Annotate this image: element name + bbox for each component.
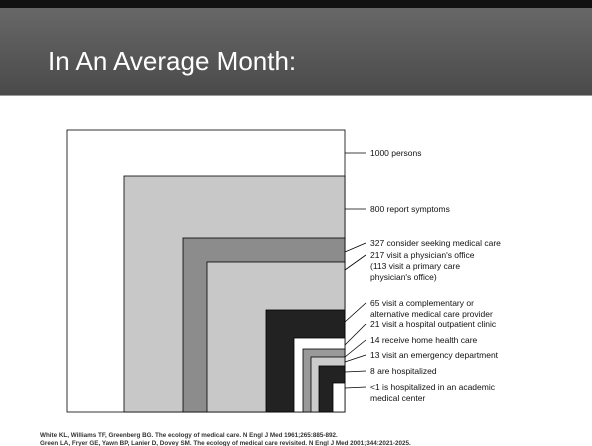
- leader-line: [344, 242, 367, 253]
- nested-square: [332, 382, 346, 413]
- leader-line: [344, 339, 367, 358]
- citation: White KL, Williams TF, Greenberg BG. The…: [40, 432, 338, 439]
- leader-line: [344, 370, 367, 373]
- diagram-label: 1000 persons: [370, 148, 422, 158]
- diagram-label: alternative medical care provider: [370, 309, 493, 319]
- leader-line: [344, 302, 367, 323]
- diagram-label: 327 consider seeking medical care: [370, 238, 501, 248]
- diagram-label: (113 visit a primary care: [370, 261, 460, 271]
- header-bar: [0, 0, 592, 95]
- diagram-label: 800 report symptoms: [370, 204, 450, 214]
- header-strip: [0, 0, 592, 8]
- diagram-label: <1 is hospitalized in an academic: [370, 382, 496, 392]
- diagram-label: 14 receive home health care: [370, 335, 478, 345]
- citations: White KL, Williams TF, Greenberg BG. The…: [40, 432, 411, 446]
- citation: Green LA, Fryer GE, Yawn BP, Lanier D, D…: [40, 440, 411, 446]
- leader-line: [344, 386, 367, 389]
- diagram-label: 217 visit a physician's office: [370, 250, 475, 260]
- leader-line: [344, 323, 367, 346]
- slide-title: In An Average Month:: [48, 46, 296, 76]
- leader-line: [344, 254, 367, 271]
- diagram-label: 21 visit a hospital outpatient clinic: [370, 319, 497, 329]
- diagram-label: 65 visit a complementary or: [370, 298, 474, 308]
- diagram-label: physician's office): [370, 272, 437, 282]
- diagram-label: 13 visit an emergency department: [370, 350, 499, 360]
- diagram: 1000 persons 800 report symptoms 327 consi…: [66, 129, 501, 413]
- diagram-label: 8 are hospitalized: [370, 366, 437, 376]
- diagram-label: medical center: [370, 393, 425, 403]
- leader-line: [344, 354, 367, 363]
